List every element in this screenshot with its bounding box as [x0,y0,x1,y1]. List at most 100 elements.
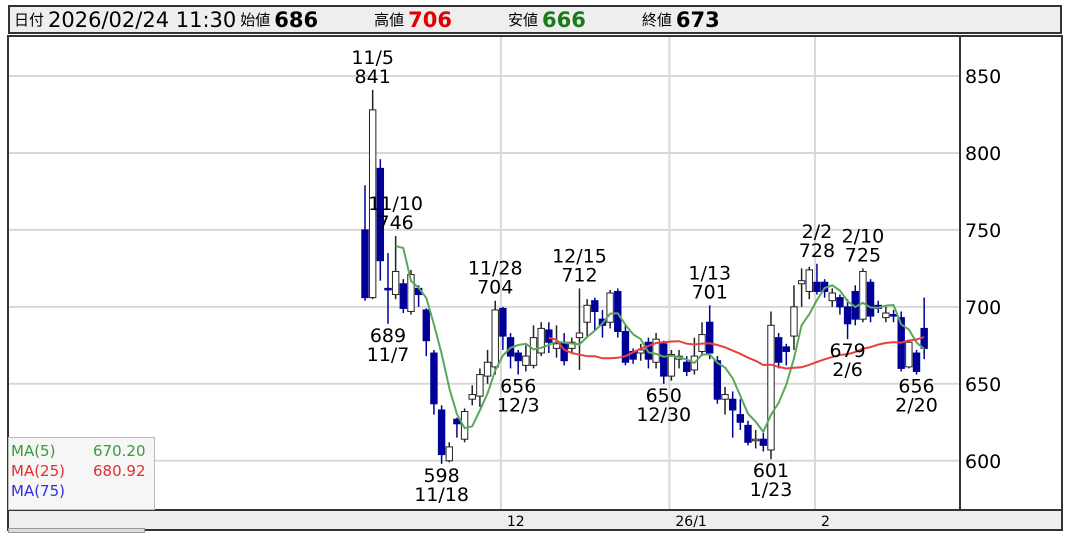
annotation-date: 11/10 [368,193,423,215]
legend-value: 670.20 [93,442,146,460]
candle-body [445,446,453,462]
candle [491,300,499,375]
candle-body [859,270,867,320]
candle-body [391,270,400,296]
annotation-date: 2/10 [842,225,885,247]
candle [583,299,591,338]
annotation-value: 656 [500,376,536,398]
candle-body [836,297,844,308]
candle-body [882,312,890,319]
close-label: 終値 [641,11,672,29]
candle-body [399,283,408,309]
candle-body [736,414,745,423]
candle [384,252,392,324]
candle-body [591,300,599,312]
candle [445,442,453,463]
candle-body [422,309,430,342]
candle [483,349,492,384]
candle [499,306,507,350]
candle-body [667,354,676,377]
candle-body [751,438,760,442]
candle-body [652,338,660,363]
candle-body [583,304,591,323]
candle [575,288,584,370]
candle-body [713,360,722,400]
close-value: 673 [675,7,720,32]
candle-body [759,438,768,446]
candle-body [889,314,898,317]
candle [882,306,890,323]
annotation-value: 650 [646,385,682,407]
candle-body [744,424,752,443]
candle-body [407,274,415,312]
candle [774,333,783,369]
candle [652,333,660,369]
x-axis-area [8,510,1062,530]
annotation-date: 1/23 [750,479,793,501]
annotation-value: 728 [799,240,835,262]
candle [790,285,798,350]
candle-body [683,361,691,372]
candle [621,325,630,366]
candle-body [637,349,645,354]
candle [805,266,813,300]
legend-ma25: MA(25) 680.92 [11,461,154,481]
candle [782,343,790,366]
candle-body [606,292,614,323]
candle [667,349,676,381]
candle-body [491,309,499,368]
annotation-date: 2/2 [802,221,833,243]
annotation-date: 11/7 [367,344,410,366]
annotation-date: 11/5 [351,47,394,69]
y-tick-label: 850 [965,66,1001,88]
candle [637,343,645,361]
candle-body [384,287,392,291]
candle-body [522,355,530,366]
y-tick-label: 800 [965,143,1001,165]
candle-body [621,330,630,363]
annotation-date: 2/6 [832,359,863,381]
annotation-value: 679 [829,340,865,362]
annotation-value: 841 [355,66,391,88]
candle [744,420,752,446]
candle [843,299,852,340]
x-tick-label: 26/1 [675,514,706,530]
annotation-value: 746 [378,212,414,234]
legend-ma5: MA(5) 670.20 [11,441,154,461]
candle-body [568,341,576,349]
annotation-value: 704 [477,277,513,299]
candle [660,340,668,384]
candle-body [552,343,561,349]
legend-name: MA(5) [11,442,56,460]
candle [460,408,469,443]
candle [568,337,576,354]
candle-body [514,352,522,362]
candle [422,308,430,357]
annotation-date: 2/20 [895,395,938,417]
high-label: 高値 [374,11,405,29]
candle [728,391,737,438]
candle-body [767,324,775,451]
scrollbar-thumb[interactable] [8,528,145,533]
candle-body [545,329,553,343]
candle [430,349,438,415]
candle-body [728,398,737,411]
legend-name: MA(75) [11,482,65,500]
candle-body [905,341,913,368]
candle-body [721,394,729,400]
candle-body [828,292,836,302]
candle [468,385,476,406]
annotation-date: 12/30 [636,404,691,426]
annotation-value: 701 [692,281,728,303]
candle [591,297,599,330]
y-tick-label: 650 [965,374,1001,396]
annotation-date: 12/15 [552,245,607,267]
candle [368,89,377,300]
candle [797,268,806,307]
